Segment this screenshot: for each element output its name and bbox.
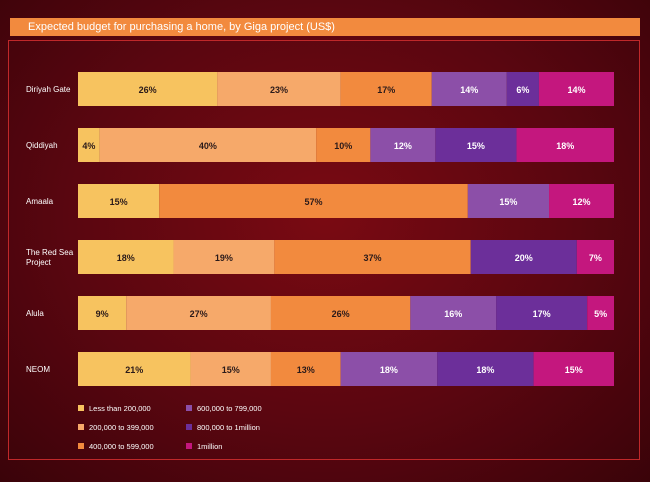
bar-segment (437, 352, 534, 386)
bar-segment (159, 184, 468, 218)
bar-segment (78, 296, 127, 330)
bar-segment (549, 184, 614, 218)
legend-label: 200,000 to 399,000 (89, 423, 154, 432)
legend-swatch (186, 405, 192, 411)
category-label: Qiddiyah (26, 141, 58, 150)
bar-segment (316, 128, 371, 162)
data-label: 20% (515, 253, 533, 263)
data-label: 17% (377, 85, 395, 95)
legend-label: 400,000 to 599,000 (89, 442, 154, 451)
data-label: 17% (533, 309, 551, 319)
data-label: 15% (499, 197, 517, 207)
data-label: 7% (589, 253, 602, 263)
bar-segment (506, 72, 539, 106)
category-label: NEOM (26, 365, 50, 374)
bar-segment (516, 128, 614, 162)
bar-segment (340, 352, 438, 386)
data-label: 18% (476, 365, 494, 375)
data-label: 18% (380, 365, 398, 375)
legend-swatch (186, 424, 192, 430)
data-label: 4% (82, 141, 95, 151)
data-label: 19% (215, 253, 233, 263)
chart-frame (8, 40, 640, 460)
data-label: 16% (444, 309, 462, 319)
bar-segment (173, 240, 275, 274)
data-label: 21% (125, 365, 143, 375)
data-label: 12% (394, 141, 412, 151)
bar-segment (538, 72, 614, 106)
bar-segment (340, 72, 432, 106)
bar-segment (496, 296, 588, 330)
data-label: 13% (297, 365, 315, 375)
legend-swatch (186, 443, 192, 449)
legend-swatch (78, 405, 84, 411)
data-label: 12% (573, 197, 591, 207)
data-label: 5% (594, 309, 607, 319)
data-label: 40% (199, 141, 217, 151)
data-label: 18% (556, 141, 574, 151)
bar-segment (99, 128, 317, 162)
bar-segment (270, 296, 411, 330)
data-label: 15% (467, 141, 485, 151)
data-label: 15% (222, 365, 240, 375)
bar-segment (587, 296, 614, 330)
bar-segment (274, 240, 471, 274)
data-label: 10% (334, 141, 352, 151)
data-label: 26% (139, 85, 157, 95)
legend-label: Less than 200,000 (89, 404, 151, 413)
bar-segment (435, 128, 517, 162)
bar-segment (431, 72, 507, 106)
data-label: 6% (516, 85, 529, 95)
data-label: 15% (565, 365, 583, 375)
bar-segment (467, 184, 550, 218)
data-label: 14% (460, 85, 478, 95)
data-label: 57% (305, 197, 323, 207)
legend-label: 1million (197, 442, 222, 451)
legend-swatch (78, 443, 84, 449)
bar-segment (533, 352, 614, 386)
data-label: 18% (117, 253, 135, 263)
category-label: The Red Sea Project (26, 248, 74, 267)
bar-segment (78, 72, 218, 106)
category-label: Diriyah Gate (26, 85, 71, 94)
data-label: 26% (332, 309, 350, 319)
bar-segment (78, 184, 160, 218)
bar-segment (370, 128, 436, 162)
chart-title: Expected budget for purchasing a home, b… (10, 18, 640, 36)
data-label: 23% (270, 85, 288, 95)
bar-segment (217, 72, 341, 106)
bar-segment (78, 352, 191, 386)
legend-label: 800,000 to 1million (197, 423, 260, 432)
bar-segment (190, 352, 271, 386)
legend-swatch (78, 424, 84, 430)
bar-segment (126, 296, 271, 330)
category-label: Amaala (26, 197, 54, 206)
data-label: 27% (190, 309, 208, 319)
bar-segment (576, 240, 614, 274)
bar-segment (410, 296, 497, 330)
legend-label: 600,000 to 799,000 (197, 404, 262, 413)
data-label: 37% (364, 253, 382, 263)
data-label: 15% (110, 197, 128, 207)
bar-segment (78, 240, 174, 274)
bar-segment (470, 240, 577, 274)
bar-segment (270, 352, 341, 386)
category-label: Alula (26, 309, 44, 318)
data-label: 9% (96, 309, 109, 319)
bar-segment (78, 128, 100, 162)
data-label: 14% (567, 85, 585, 95)
